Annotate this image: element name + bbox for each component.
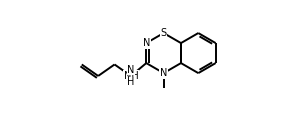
Text: H: H	[127, 77, 135, 87]
Text: N: N	[143, 38, 150, 48]
Text: S: S	[160, 28, 167, 38]
Text: NH: NH	[124, 71, 138, 81]
Text: N: N	[160, 68, 167, 78]
Text: N: N	[127, 65, 135, 75]
